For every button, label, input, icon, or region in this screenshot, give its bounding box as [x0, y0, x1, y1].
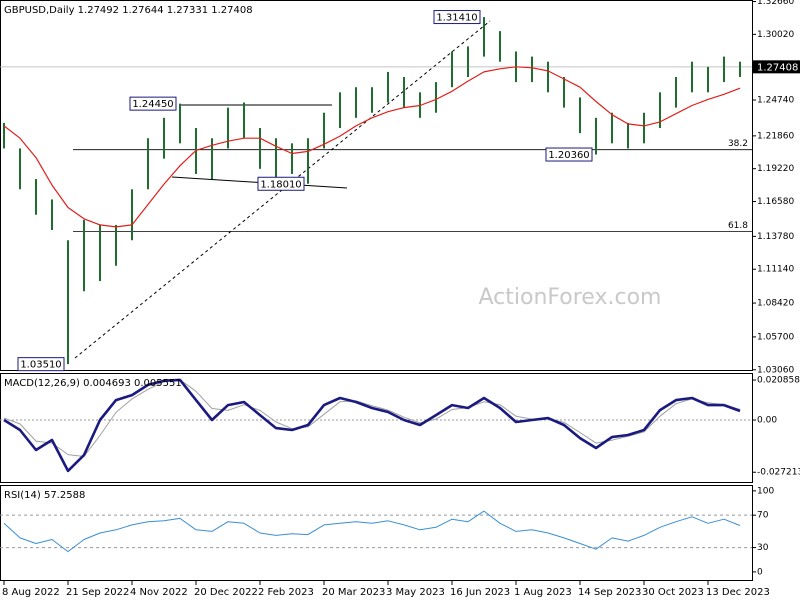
watermark: ActionForex.com: [479, 285, 662, 310]
x-tick-label: 20 Dec 2022: [194, 587, 258, 598]
x-tick-label: 1 Aug 2023: [514, 587, 572, 598]
y-tick-label: 1.19220: [757, 164, 794, 174]
y-tick-label: 1.11140: [757, 265, 794, 275]
macd-pane-border: [0, 373, 753, 483]
rsi-pane-border: [0, 485, 753, 581]
pane-title: RSI(14) 57.2588: [4, 490, 85, 501]
fibo-label: 38.2: [728, 139, 748, 149]
y-tick-label: 0.00: [757, 416, 777, 426]
price-label-box: [433, 10, 481, 25]
y-tick-label: 100: [757, 486, 774, 496]
y-tick-label: 1.08420: [757, 299, 794, 309]
under-layer: ActionForex.com: [479, 285, 662, 310]
price-label: 1.24450: [132, 99, 173, 110]
price-label-box: [257, 176, 305, 191]
pane-title: MACD(12,26,9) 0.004693 0.005551: [4, 378, 182, 389]
x-tick-label: 20 Mar 2023: [322, 587, 385, 598]
main-pane-border: [0, 0, 753, 371]
pane-title: GBPUSD,Daily 1.27492 1.27644 1.27331 1.2…: [4, 5, 253, 16]
trend-line: [74, 20, 491, 359]
x-tick-label: 13 Dec 2023: [706, 587, 770, 598]
y-tick-label: 70: [757, 511, 769, 521]
last-price-box: [753, 60, 800, 74]
x-tick-label: 16 Jun 2023: [450, 587, 510, 598]
signal-line: [3, 379, 741, 457]
x-tick-label: 3 May 2023: [386, 587, 445, 598]
y-tick-label: 1.03060: [757, 365, 794, 375]
y-tick-label: 0.020858: [757, 376, 800, 386]
rsi-line: [3, 510, 741, 553]
fibo-label: 61.8: [728, 221, 748, 231]
y-tick-label: 1.24740: [757, 96, 794, 106]
price-label: 1.03510: [20, 360, 61, 371]
x-tick-label: 30 Oct 2023: [642, 587, 704, 598]
y-tick-label: 30: [757, 543, 769, 553]
y-tick-label: 0: [757, 567, 763, 577]
y-tick-label: 1.13780: [757, 232, 794, 242]
x-tick-label: 14 Sep 2023: [578, 587, 641, 598]
macd-line: [3, 378, 741, 473]
x-tick-label: 2 Feb 2023: [258, 587, 314, 598]
y-tick-label: 1.16580: [757, 197, 794, 207]
price-label-box: [17, 357, 65, 372]
x-tick-label: 21 Sep 2022: [66, 587, 129, 598]
price-label-box: [129, 96, 177, 111]
moving-average: [3, 66, 741, 228]
y-tick-label: -0.027213: [757, 468, 800, 478]
price-label: 1.31410: [436, 13, 477, 24]
x-tick-label: 8 Aug 2022: [2, 587, 60, 598]
y-tick-label: 1.30020: [757, 30, 794, 40]
price-label: 1.20360: [548, 150, 589, 161]
price-label: 1.18010: [260, 179, 301, 190]
price-label-box: [545, 147, 593, 162]
x-tick-label: 4 Nov 2022: [130, 587, 188, 598]
last-price-label: 1.27408: [757, 62, 798, 73]
y-tick-label: 1.21860: [757, 131, 794, 141]
y-tick-label: 1.05700: [757, 332, 794, 342]
y-tick-label: 1.32660: [757, 0, 794, 7]
